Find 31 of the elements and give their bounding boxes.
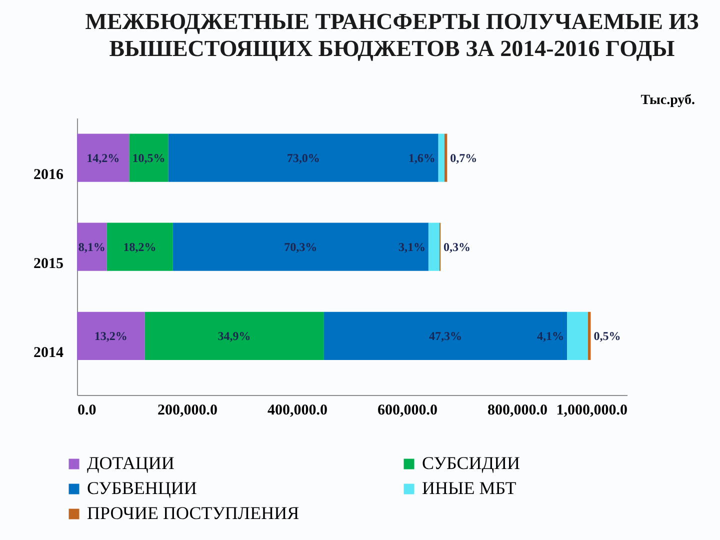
annotation: 1,6%	[408, 150, 436, 165]
legend-label: ПРОЧИЕ ПОСТУПЛЕНИЯ	[87, 503, 300, 523]
y-tick-label: 2014	[34, 344, 64, 361]
y-tick-label: 2016	[34, 166, 64, 183]
annotation: 0,7%	[450, 150, 478, 165]
annotation: 70,3%	[284, 240, 318, 254]
annotation: 73,0%	[286, 150, 320, 165]
text: Тыс.руб.	[640, 93, 695, 108]
annotation: 8,1%	[78, 240, 106, 254]
x-tick-label: 0.0	[78, 402, 96, 418]
annotation: 14,2%	[86, 150, 120, 165]
annotation: 13,2%	[94, 328, 128, 343]
x-tick-label: 200,000.0	[158, 402, 218, 418]
x-tick-label: 1,000,000.0	[556, 402, 628, 418]
legend-label: ДОТАЦИИ	[87, 453, 174, 473]
annotation: 3,1%	[398, 240, 426, 254]
annotation: 10,5%	[132, 150, 166, 165]
legend-label: СУБСИДИИ	[422, 453, 520, 473]
annotation: 34,9%	[218, 328, 251, 343]
annotation: 4,1%	[537, 328, 564, 343]
legend-label: СУБВЕНЦИИ	[87, 478, 197, 498]
legend-label: ИНЫЕ МБТ	[422, 478, 516, 498]
annotation: 18,2%	[123, 240, 156, 254]
chart-title: МЕЖБЮДЖЕТНЫЕ ТРАНСФЕРТЫ ПОЛУЧАЕМЫЕ ИЗ ВЫШЕСТОЯЩИХ БЮДЖЕТОВ ЗА 2014-2016 ГОДЫ	[85, 9, 699, 61]
annotation: 0,3%	[444, 240, 471, 254]
annotation: 0,5%	[594, 328, 621, 343]
annotation: 47,3%	[429, 328, 462, 343]
x-tick-label: 800,000.0	[488, 402, 548, 418]
y-tick-label: 2015	[34, 256, 64, 272]
x-tick-label: 400,000.0	[268, 402, 328, 418]
x-tick-label: 600,000.0	[378, 402, 438, 418]
